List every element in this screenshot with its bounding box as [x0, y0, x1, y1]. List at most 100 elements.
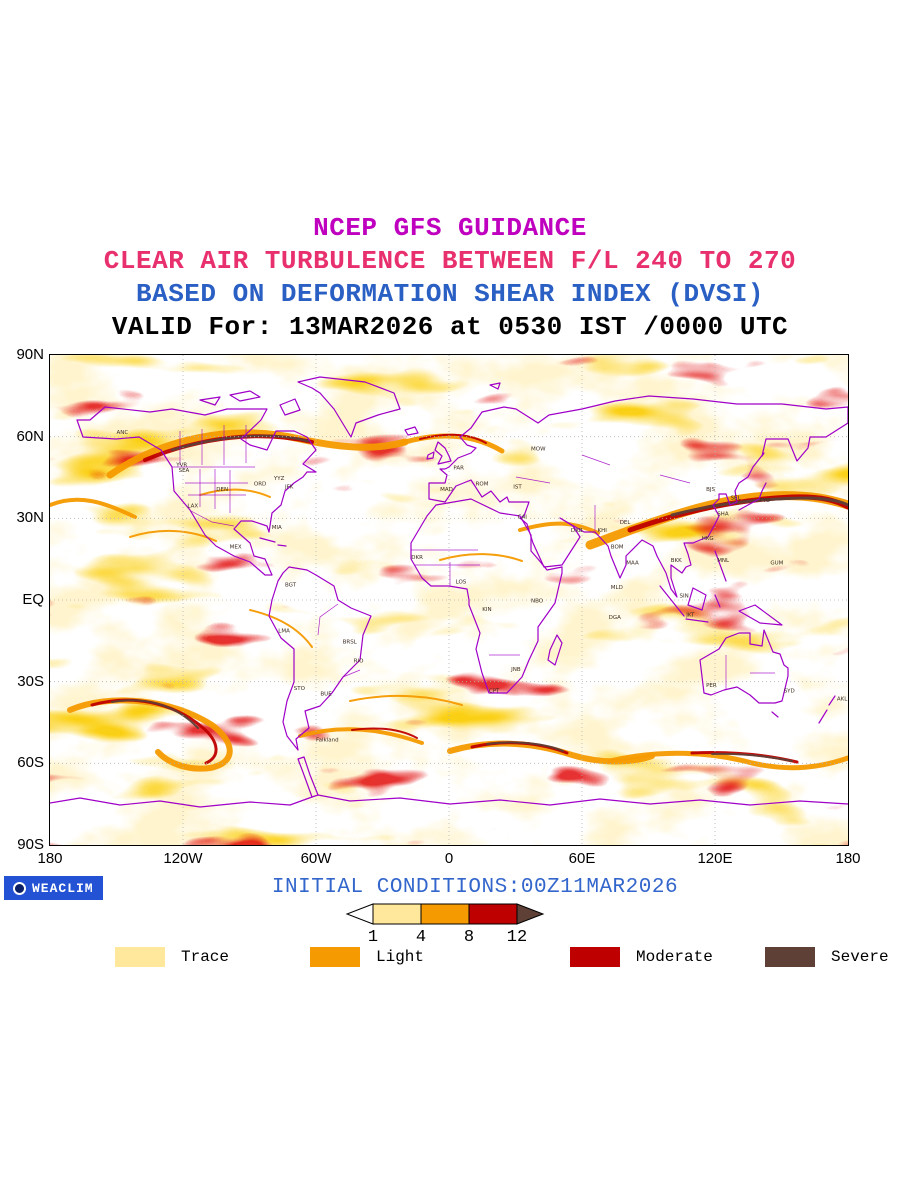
station-label: BRSL	[343, 640, 358, 646]
station-label: ANC	[117, 430, 129, 436]
station-label: BKK	[671, 558, 682, 564]
station-label: HKG	[702, 536, 714, 542]
station-label: GUM	[770, 561, 783, 567]
scale-arrow-left	[345, 903, 374, 925]
station-label: DGA	[609, 615, 621, 621]
scale-tick-1: 1	[367, 928, 379, 947]
lon-label-120w: 120W	[163, 850, 203, 867]
color-scale-svg	[345, 903, 545, 925]
legend-swatch-moderate	[570, 947, 620, 967]
lat-label-60s: 60S	[17, 754, 44, 771]
station-label: SEA	[179, 468, 190, 474]
title-block: NCEP GFS GUIDANCE CLEAR AIR TURBULENCE B…	[0, 212, 900, 344]
lon-label-60e: 60E	[568, 850, 596, 867]
graticule-gridlines	[50, 355, 848, 845]
station-label: BGT	[285, 582, 297, 588]
station-label: IST	[513, 484, 522, 490]
station-label: CPT	[489, 689, 500, 695]
scale-arrow-right-severe	[516, 903, 545, 925]
initial-conditions-text: INITIAL CONDITIONS:00Z11MAR2026	[271, 876, 679, 899]
legend-item-severe: Severe	[765, 947, 889, 967]
scale-segment-light	[420, 903, 470, 925]
station-label: DKR	[411, 555, 423, 561]
station-label: SYD	[784, 689, 795, 695]
title-product: CLEAR AIR TURBULENCE BETWEEN F/L 240 TO …	[103, 246, 797, 276]
station-label: LOS	[456, 580, 467, 586]
station-label: MLD	[611, 585, 623, 591]
station-label: MIA	[272, 525, 282, 531]
station-label: MEX	[230, 544, 242, 550]
station-label: YVR	[175, 463, 187, 469]
station-label: JNB	[510, 667, 521, 673]
turbulence-color-scale: 1 4 8 12	[345, 902, 545, 952]
country-borders	[172, 425, 775, 689]
title-valid-time: VALID For: 13MAR2026 at 0530 IST /0000 U…	[111, 312, 789, 342]
weaclim-logo-text: WEACLIM	[32, 880, 94, 896]
legend-item-moderate: Moderate	[570, 947, 713, 967]
station-label: RIO	[354, 659, 364, 665]
legend-label-trace: Trace	[181, 948, 230, 966]
station-label: AKL	[837, 697, 848, 703]
legend-item-trace: Trace	[115, 947, 229, 967]
station-label: SIN	[680, 593, 689, 599]
station-label: ROM	[476, 482, 489, 488]
lon-label-60w: 60W	[300, 850, 332, 867]
station-label: SHA	[717, 512, 729, 518]
scale-tick-8: 8	[463, 928, 475, 947]
station-label: ORD	[254, 482, 266, 488]
station-label: SEL	[731, 495, 742, 501]
station-label: MAD	[440, 487, 453, 493]
title-method: BASED ON DEFORMATION SHEAR INDEX (DVSI)	[136, 279, 764, 309]
legend-swatch-severe	[765, 947, 815, 967]
station-label: NBO	[531, 599, 544, 605]
legend-swatch-trace	[115, 947, 165, 967]
station-label: BOM	[611, 544, 624, 550]
station-label: JKT	[685, 612, 695, 618]
scale-segment-trace	[372, 903, 422, 925]
lon-label-120e: 120E	[697, 850, 733, 867]
station-label: BUE	[320, 691, 332, 697]
station-label: DEL	[620, 520, 632, 526]
coastlines	[50, 376, 848, 808]
station-label: YYZ	[273, 476, 285, 482]
lat-label-90s: 90S	[17, 836, 44, 853]
station-label: TYO	[758, 498, 770, 504]
station-label: Falkland	[316, 738, 339, 744]
legend-swatch-light	[310, 947, 360, 967]
legend-item-light: Light	[310, 947, 424, 967]
lat-label-30n: 30N	[16, 509, 44, 526]
station-label: BJS	[706, 487, 715, 493]
legend-label-light: Light	[376, 948, 425, 966]
scale-tick-12: 12	[506, 928, 528, 947]
jet-turbulence-bands	[50, 429, 848, 772]
station-label: KHI	[598, 528, 608, 534]
station-label: PAR	[453, 465, 464, 471]
station-label: DEN	[216, 487, 228, 493]
station-label: MOW	[531, 446, 546, 452]
weaclim-logo: WEACLIM	[4, 876, 103, 900]
station-label: DXB	[571, 528, 583, 534]
station-label: MNL	[717, 558, 730, 564]
scale-segment-moderate	[468, 903, 518, 925]
station-label: PER	[706, 683, 717, 689]
lat-label-30s: 30S	[17, 673, 44, 690]
station-label: LAX	[187, 503, 198, 509]
lon-label-180w: 180	[37, 850, 63, 867]
station-label: KIN	[482, 607, 491, 613]
lon-label-180e: 180	[835, 850, 861, 867]
lat-label-90n: 90N	[16, 346, 44, 363]
station-label: CAI	[518, 514, 528, 520]
lat-label-eq: EQ	[22, 591, 44, 608]
lon-label-0: 0	[444, 850, 454, 867]
legend-label-moderate: Moderate	[636, 948, 713, 966]
station-label: JFK	[284, 484, 294, 490]
title-model: NCEP GFS GUIDANCE	[313, 213, 587, 243]
station-label: STO	[294, 686, 306, 692]
station-label: LMA	[278, 629, 290, 635]
lat-label-60n: 60N	[16, 428, 44, 445]
world-map-frame: 90N 60N 30N EQ 30S 60S 90S 180 120W 60W …	[16, 346, 860, 867]
legend-label-severe: Severe	[831, 948, 889, 966]
station-label: MAA	[626, 561, 639, 567]
